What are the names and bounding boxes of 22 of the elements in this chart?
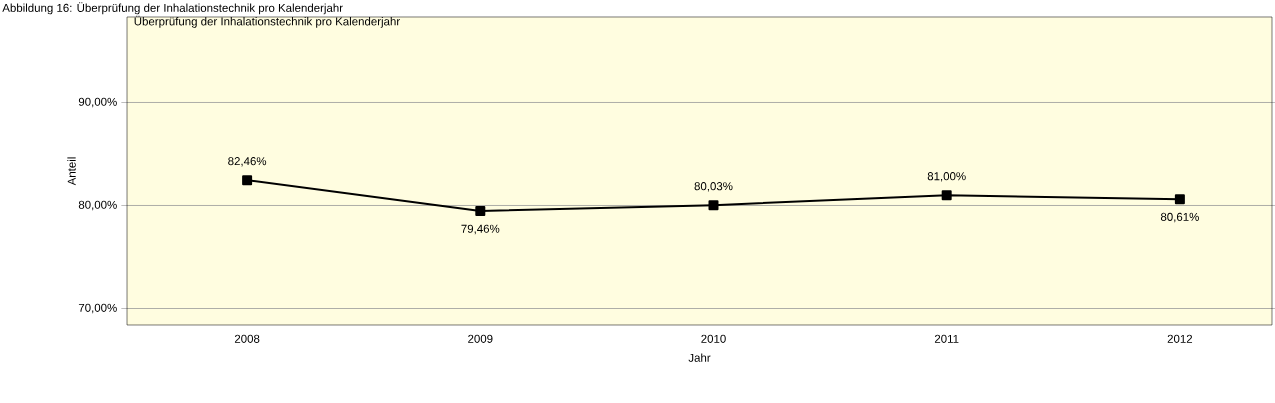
point (475, 206, 486, 217)
x-tick-label: 2008 (234, 334, 260, 343)
data-label: 82,46% (228, 157, 267, 167)
x-tick-label: 2009 (468, 334, 493, 343)
x-tick-label: 2012 (1167, 334, 1193, 343)
x-axis-title: Jahr (688, 353, 711, 362)
point (242, 175, 253, 186)
point (941, 190, 952, 201)
data-label: 80,03% (694, 182, 733, 192)
y-tick-label: 90,00% (78, 97, 117, 108)
y-axis-title: Anteil (67, 157, 76, 186)
y-tick-label: 70,00% (78, 303, 117, 314)
data-label: 81,00% (927, 172, 966, 182)
x-tick-label: 2011 (934, 334, 959, 343)
data-label: 80,61% (1160, 212, 1199, 223)
data-label: 79,46% (461, 224, 500, 235)
y-tick-label: 80,00% (78, 200, 117, 211)
text: Abbildung 16: Überprüfung der Inhalationstechnik pro Kalenderjahr (2, 2, 343, 15)
point (1174, 194, 1185, 205)
x-tick-label: 2010 (701, 334, 726, 343)
point (708, 200, 719, 211)
chart-title: Überprüfung der Inhalationstechnik pro Kalenderjahr (134, 15, 400, 28)
